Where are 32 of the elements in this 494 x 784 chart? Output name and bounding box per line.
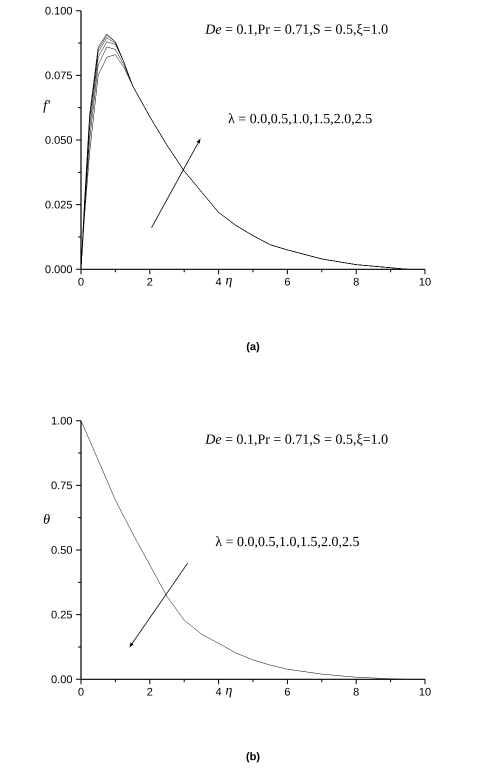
x-tick-label: 8 (354, 278, 359, 286)
x-tick-label: 8 (354, 688, 359, 696)
x-tick-label: 0 (78, 688, 84, 696)
y-tick-label: 0.100 (45, 6, 72, 15)
y-tick-label: 0.25 (51, 610, 72, 619)
annotation: De = 0.1,Pr = 0.71,S = 0.5,ξ=1.0 (205, 434, 388, 446)
y-tick-label: 0.075 (45, 71, 72, 80)
x-tick-label: 6 (284, 688, 290, 696)
x-tick-label: 6 (284, 278, 290, 286)
y-tick-label: 0.050 (45, 136, 72, 144)
text: (b) (246, 752, 260, 762)
x-axis-title: η (226, 278, 232, 288)
x-tick-label: 4 (216, 278, 222, 286)
x-tick-label: 4 (216, 688, 222, 696)
x-tick-label: 2 (147, 278, 152, 286)
y-tick-label: 0.50 (51, 546, 72, 554)
y-axis-title: θ (44, 514, 50, 524)
x-tick-label: 10 (420, 688, 431, 696)
y-axis-title: f' (43, 100, 50, 113)
x-tick-label: 10 (420, 278, 431, 286)
annotation: λ = 0.0,0.5,1.0,1.5,2.0,2.5 (216, 536, 359, 548)
y-tick-label: 1.00 (52, 416, 72, 425)
annotation: De = 0.1,Pr = 0.71,S = 0.5,ξ=1.0 (205, 24, 388, 36)
x-axis-title: η (226, 688, 232, 698)
text: (a) (246, 342, 260, 352)
y-tick-label: 0.00 (51, 675, 72, 684)
x-tick-label: 0 (78, 278, 84, 286)
y-tick-label: 0.75 (51, 481, 72, 490)
y-tick-label: 0.000 (45, 265, 72, 274)
annotation: λ = 0.0,0.5,1.0,1.5,2.0,2.5 (228, 113, 372, 126)
x-tick-label: 2 (147, 688, 152, 696)
y-tick-label: 0.025 (45, 200, 72, 209)
